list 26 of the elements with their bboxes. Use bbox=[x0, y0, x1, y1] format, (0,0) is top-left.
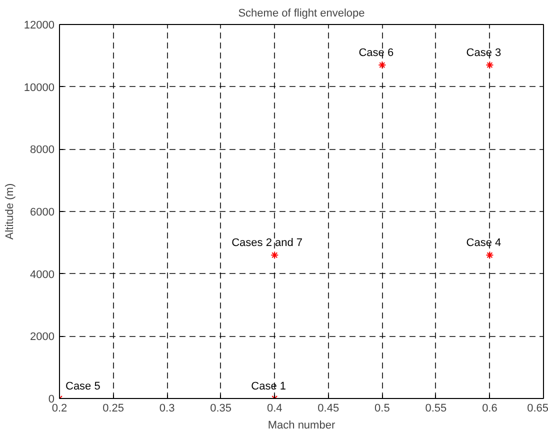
x-tick-label: 0.2 bbox=[52, 402, 68, 414]
x-tick-label: 0.25 bbox=[102, 402, 124, 414]
y-axis-title: Altitude (m) bbox=[4, 183, 16, 240]
x-tick-label: 0.45 bbox=[318, 402, 340, 414]
annotation: Case 1 bbox=[251, 380, 286, 392]
y-tick-label: 10000 bbox=[24, 82, 55, 94]
annotation: Case 5 bbox=[66, 380, 100, 392]
annotation: Case 4 bbox=[466, 237, 502, 250]
y-tick-label: 0 bbox=[48, 394, 55, 406]
y-tick-label: 4000 bbox=[30, 268, 55, 281]
annotation: Case 6 bbox=[358, 47, 394, 60]
x-tick-label: 0.5 bbox=[374, 402, 390, 414]
chart-title: Scheme of flight envelope bbox=[238, 8, 365, 20]
x-tick-label: 0.55 bbox=[425, 402, 447, 414]
x-tick-label: 0.35 bbox=[210, 402, 232, 414]
x-tick-label: 0.4 bbox=[266, 402, 282, 414]
y-tick-label: 8000 bbox=[30, 144, 55, 156]
annotation: Case 3 bbox=[466, 47, 502, 60]
x-tick-label: 0.65 bbox=[527, 402, 548, 414]
x-tick-label: 0.6 bbox=[482, 402, 498, 414]
x-axis-title: Mach number bbox=[268, 420, 336, 432]
y-tick-label: 2000 bbox=[30, 331, 55, 344]
annotation: Cases 2 and 7 bbox=[232, 237, 303, 250]
y-tick-label: 6000 bbox=[30, 206, 55, 218]
x-tick-label: 0.3 bbox=[159, 402, 175, 414]
y-tick-label: 12000 bbox=[24, 20, 55, 32]
